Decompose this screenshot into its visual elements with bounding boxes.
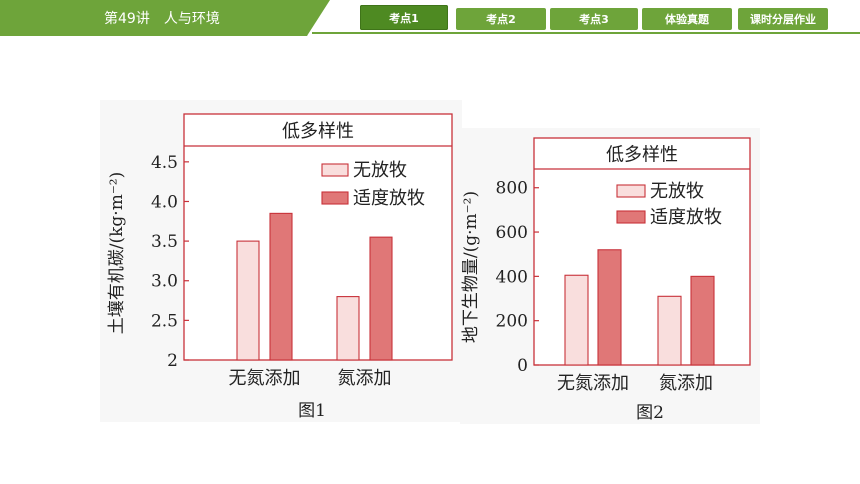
lesson-title-banner: 第49讲 人与环境 <box>0 0 330 36</box>
y-axis-label: 土壤有机碳/(kg·m⁻²) <box>106 172 127 335</box>
y-tick-label: 200 <box>496 312 528 332</box>
y-tick-label: 3.5 <box>151 232 178 252</box>
y-tick-label: 600 <box>496 223 528 243</box>
y-axis-label: 地下生物量/(g·m⁻²) <box>461 191 481 343</box>
x-category-label: 氮添加 <box>338 368 392 389</box>
y-tick-label: 2 <box>167 351 178 371</box>
y-tick-label: 4.5 <box>151 153 178 173</box>
y-tick-label: 0 <box>517 356 528 376</box>
top-navigation-bar: 第49讲 人与环境 考点1 考点2 考点3 体验真题 课时分层作业 <box>0 0 860 36</box>
figure-2: 低多样性 0 200 400 600 800 地下生物量/(g·m⁻²) 无氮添加 氮添加 无放牧… <box>460 128 760 424</box>
figure-1: 低多样性 2 2.5 3.0 3.5 4.0 4.5 土壤有机碳/(kg·m⁻²) 无氮添加 氮添… <box>100 100 462 422</box>
figure-caption: 图1 <box>298 401 326 421</box>
legend-swatch <box>616 210 646 224</box>
legend-label: 适度放牧 <box>353 188 425 209</box>
chart-title: 低多样性 <box>606 145 678 166</box>
tab-homework[interactable]: 课时分层作业 <box>738 8 828 30</box>
x-category-label: 无氮添加 <box>229 368 301 389</box>
legend-label: 适度放牧 <box>650 207 722 228</box>
bar <box>236 240 260 361</box>
legend-label: 无放牧 <box>353 160 407 181</box>
bar <box>657 295 682 366</box>
y-tick-label: 2.5 <box>151 311 178 331</box>
chart-belowground-biomass: 低多样性 0 200 400 600 800 地下生物量/(g·m⁻²) 无氮添加 氮添加 无放牧… <box>460 128 760 424</box>
nav-underline <box>312 32 860 34</box>
x-category-label: 氮添加 <box>659 373 713 394</box>
legend-swatch <box>616 184 646 198</box>
legend-label: 无放牧 <box>650 181 704 202</box>
y-tick-label: 800 <box>496 179 528 199</box>
y-tick-label: 3.0 <box>151 272 178 292</box>
bar <box>336 296 360 361</box>
legend-swatch <box>321 163 349 177</box>
bar <box>369 236 393 361</box>
y-tick-label: 400 <box>496 267 528 287</box>
bar <box>690 275 715 366</box>
tab-kaodian-2[interactable]: 考点2 <box>456 8 546 30</box>
legend-swatch <box>321 191 349 205</box>
bar <box>564 274 589 366</box>
chart-soil-organic-carbon: 低多样性 2 2.5 3.0 3.5 4.0 4.5 土壤有机碳/(kg·m⁻²) 无氮添加 氮添… <box>100 100 462 422</box>
x-category-label: 无氮添加 <box>557 373 629 394</box>
tab-real-exam[interactable]: 体验真题 <box>642 8 732 30</box>
figure-caption: 图2 <box>636 403 664 423</box>
chart-title: 低多样性 <box>282 121 354 142</box>
tab-kaodian-3[interactable]: 考点3 <box>550 8 638 30</box>
y-tick-label: 4.0 <box>151 192 178 212</box>
lesson-title: 第49讲 人与环境 <box>104 11 220 27</box>
bar <box>597 249 622 366</box>
bar <box>269 212 293 361</box>
tab-kaodian-1[interactable]: 考点1 <box>360 5 448 30</box>
plot-frame <box>183 113 453 361</box>
